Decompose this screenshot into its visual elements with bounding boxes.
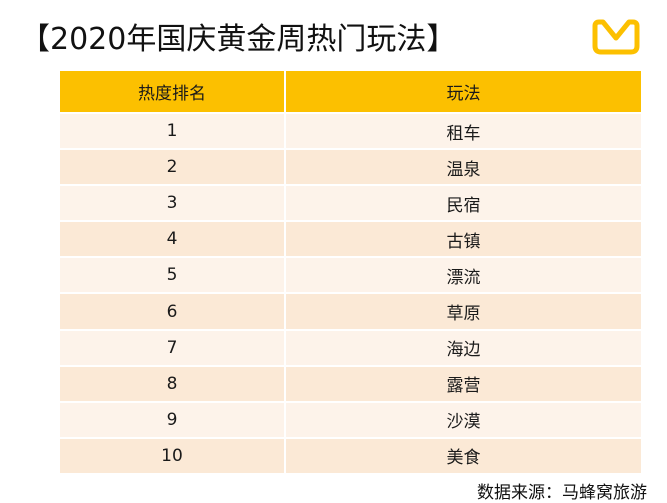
rank-cell: 8	[60, 366, 284, 401]
table-row: 4 古镇	[60, 222, 641, 257]
rank-cell: 5	[60, 258, 284, 293]
activity-cell: 租车	[286, 114, 641, 149]
rank-cell: 10	[60, 438, 284, 473]
rank-cell: 2	[60, 150, 284, 185]
header-activity: 玩法	[286, 71, 641, 112]
activity-cell: 民宿	[286, 186, 641, 221]
table-row: 3 民宿	[60, 186, 641, 221]
activity-cell: 草原	[286, 294, 641, 329]
rank-cell: 9	[60, 402, 284, 437]
activity-cell: 海边	[286, 330, 641, 365]
table-row: 8 露营	[60, 366, 641, 401]
activity-cell: 古镇	[286, 222, 641, 257]
activity-cell: 温泉	[286, 150, 641, 185]
table-row: 1 租车	[60, 114, 641, 149]
data-source: 数据来源：马蜂窝旅游	[477, 483, 647, 503]
table-row: 6 草原	[60, 294, 641, 329]
rank-cell: 7	[60, 330, 284, 365]
ranking-table: 热度排名 玩法 1 租车 2 温泉 3 民宿 4 古镇 5 漂流 6 草原 7 海边 8 露营 9 沙漠 10 美食	[60, 71, 641, 473]
activity-cell: 露营	[286, 366, 641, 401]
mafengwo-logo-icon	[592, 19, 640, 55]
rank-cell: 6	[60, 294, 284, 329]
rank-cell: 3	[60, 186, 284, 221]
activity-cell: 沙漠	[286, 402, 641, 437]
table-row: 10 美食	[60, 438, 641, 473]
activity-cell: 美食	[286, 438, 641, 473]
table-row: 2 温泉	[60, 150, 641, 185]
page-title: 【2020年国庆黄金周热门玩法】	[20, 22, 457, 57]
header-rank: 热度排名	[60, 71, 284, 112]
table-row: 5 漂流	[60, 258, 641, 293]
table-row: 9 沙漠	[60, 402, 641, 437]
rank-cell: 1	[60, 114, 284, 149]
activity-cell: 漂流	[286, 258, 641, 293]
table-header-row: 热度排名 玩法	[60, 71, 641, 112]
rank-cell: 4	[60, 222, 284, 257]
table-row: 7 海边	[60, 330, 641, 365]
